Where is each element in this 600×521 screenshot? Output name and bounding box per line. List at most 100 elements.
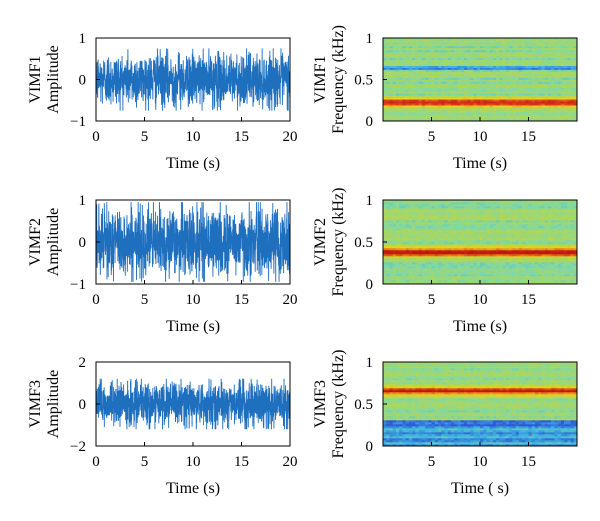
spectrogram-cell (496, 115, 500, 118)
spectrogram-cell (460, 224, 465, 227)
spectrogram-cell (460, 111, 465, 114)
spectrogram-cell (386, 236, 390, 239)
spectrogram-cell (564, 111, 568, 114)
spectrogram-cell (570, 218, 575, 221)
spectrogram-cell (418, 83, 423, 86)
spectrogram-cell (408, 230, 413, 233)
spectrogram-cell (531, 49, 536, 53)
spectrogram-cell (499, 111, 503, 114)
spectrogram-cell (496, 111, 500, 114)
spectrogram-cell (480, 214, 484, 217)
spectrogram-cell (560, 53, 565, 57)
spectrogram-cell (389, 278, 393, 281)
spectrogram-cell (428, 264, 432, 267)
spectrogram-cell (415, 119, 419, 122)
spectrogram-cell (570, 75, 575, 78)
spectrogram-cell (421, 232, 426, 235)
spectrogram-cell (531, 101, 536, 104)
spectrogram-cell (418, 57, 423, 61)
spectrogram-cell (389, 47, 393, 51)
spectrogram-cell (567, 242, 571, 245)
spectrogram-cell (457, 69, 461, 72)
spectrogram-cell (534, 250, 539, 253)
spectrogram-cell (463, 264, 468, 267)
spectrogram-cell (389, 59, 393, 63)
spectrogram-cell (412, 119, 416, 122)
spectrogram-cell (525, 244, 529, 247)
spectrogram-cell (444, 278, 448, 281)
spectrogram-cell (425, 224, 429, 227)
spectrogram-cell (554, 246, 558, 249)
spectrogram-cell (509, 53, 513, 57)
spectrogram-cell (489, 51, 494, 55)
spectrogram-cell (389, 238, 393, 241)
spectrogram-cell (564, 63, 568, 66)
spectrogram-cell (512, 222, 516, 225)
spectrogram-cell (480, 115, 484, 118)
spectrogram-cell (573, 43, 578, 47)
spectrogram-cell (386, 77, 390, 80)
spectrogram-cell (483, 83, 487, 86)
spectrogram-cell (457, 67, 461, 70)
spectrogram-cell (547, 47, 552, 51)
spectrogram-cell (454, 238, 458, 241)
spectrogram-cell (499, 252, 503, 255)
spectrogram-cell (534, 270, 539, 273)
spectrogram-cell (460, 109, 465, 112)
spectrogram-cell (408, 47, 413, 51)
spectrogram-cell (467, 43, 471, 47)
spectrogram-cell (502, 71, 507, 74)
spectrogram-cell (441, 53, 445, 57)
spectrogram-cell (567, 276, 571, 279)
spectrogram-cell (522, 67, 526, 70)
spectrogram-cell (505, 216, 510, 219)
spectrogram-cell (512, 276, 516, 279)
spectrogram-cell (463, 49, 468, 53)
spectrogram-cell (496, 113, 500, 116)
spectrogram-cell (538, 254, 542, 257)
spectrogram-cell (496, 242, 500, 245)
spectrogram-cell (573, 248, 578, 251)
spectrogram-cell (515, 47, 520, 51)
spectrogram-cell (473, 97, 478, 100)
spectrogram-cell (515, 212, 520, 215)
spectrogram-cell (421, 278, 426, 281)
spectrogram-cell (489, 274, 494, 277)
spectrogram-cell (402, 212, 406, 215)
spectrogram-cell (499, 83, 503, 86)
spectrogram-cell (470, 55, 474, 59)
spectrogram-cell (518, 63, 523, 66)
spectrogram-cell (415, 204, 419, 207)
spectrogram-cell (505, 113, 510, 116)
spectrogram-cell (402, 250, 406, 253)
spectrogram-cell (418, 111, 423, 114)
spectrogram-cell (525, 119, 529, 122)
spectrogram-cell (534, 220, 539, 223)
spectrogram-cell (386, 49, 390, 53)
spectrogram-cell (450, 238, 455, 241)
spectrogram-cell (522, 224, 526, 227)
spectrogram-cell (395, 258, 400, 261)
spectrogram-cell (522, 39, 526, 43)
spectrogram-cell (454, 53, 458, 57)
spectrogram-cell (454, 57, 458, 61)
spectrogram-cell (496, 262, 500, 265)
spectrogram-cell (573, 101, 578, 104)
spectrogram-cell (421, 85, 426, 88)
spectrogram-cell (386, 216, 390, 219)
spectrogram-cell (570, 252, 575, 255)
spectrogram-cell (470, 236, 474, 239)
spectrogram-cell (541, 204, 545, 207)
spectrogram-cell (557, 89, 562, 92)
spectrogram-cell (386, 119, 390, 122)
spectrogram-cell (405, 65, 410, 68)
spectrogram-cell (541, 47, 545, 51)
spectrogram-cell (444, 65, 448, 68)
spectrogram-cell (557, 113, 562, 116)
spectrogram-cell (515, 81, 520, 84)
spectrogram-cell (473, 224, 478, 227)
spectrogram-cell (437, 222, 442, 225)
spectrogram-cell (392, 93, 397, 96)
spectrogram-cell (460, 246, 465, 249)
spectrogram-cell (509, 238, 513, 241)
